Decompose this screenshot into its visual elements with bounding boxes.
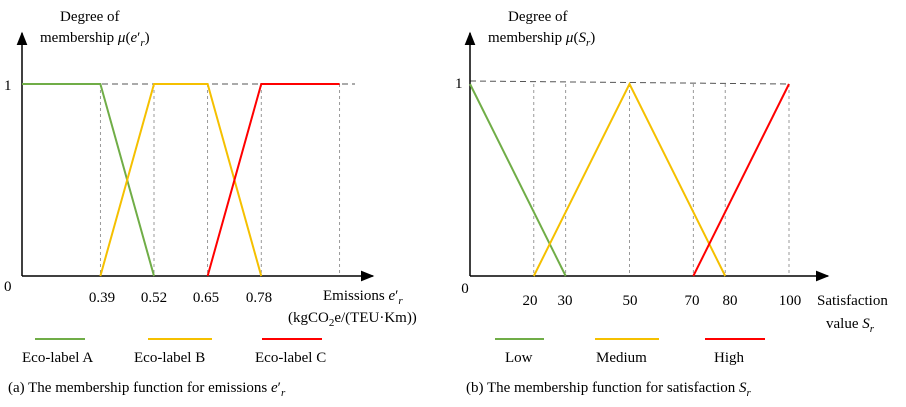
panel-a-guide-lines xyxy=(99,84,341,276)
series-high-line xyxy=(692,83,790,277)
panel-a-ylabel-line1: Degree of xyxy=(60,9,120,25)
legend-label-eco-label-c: Eco-label C xyxy=(255,350,326,366)
legend-label-low: Low xyxy=(505,350,533,366)
panel-b-x-tick: 20 xyxy=(523,293,538,309)
panel-b-ylabel-line1: Degree of xyxy=(508,9,568,25)
series-low-line xyxy=(469,83,567,277)
panel-a-xlabel-line1: Emissions e′r xyxy=(323,288,403,307)
series-eco-label-c-line xyxy=(206,83,340,277)
panel-a-y-tick-1: 1 xyxy=(4,78,12,94)
panel-b-x-tick: 0 xyxy=(461,281,469,297)
panel-a-x-tick: 0.52 xyxy=(141,290,167,306)
panel-a-y-tick-0: 0 xyxy=(4,279,12,295)
panel-b-ylabel-line2: membership μ(Sr) xyxy=(488,30,595,49)
series-eco-label-b-line xyxy=(99,83,263,277)
panel-a-x-tick: 0.78 xyxy=(246,290,272,306)
panel-b-x-tick: 100 xyxy=(779,293,802,309)
panel-b-xlabel-line2: value Sr xyxy=(826,316,875,335)
panel-b-caption: (b) The membership function for satisfac… xyxy=(466,380,751,399)
panel-a-x-tick: 0.65 xyxy=(193,290,219,306)
panel-b-guide-lines xyxy=(533,84,790,276)
panel-b-chart: Degree of membership μ(Sr) 1 0 20 30 50 … xyxy=(455,9,888,399)
series-eco-label-a-line xyxy=(22,83,155,277)
panel-b-x-tick: 70 xyxy=(685,293,700,309)
legend-label-eco-label-a: Eco-label A xyxy=(22,350,93,366)
panel-b-membership-1-dashed-line xyxy=(469,80,790,85)
panel-b-x-tick: 80 xyxy=(723,293,738,309)
panel-a-caption: (a) The membership function for emission… xyxy=(8,380,286,399)
legend-label-medium: Medium xyxy=(596,350,647,366)
panel-b-x-tick: 50 xyxy=(623,293,638,309)
panel-b-y-tick-1: 1 xyxy=(455,76,463,92)
panel-a-x-tick: 0.39 xyxy=(89,290,115,306)
legend-label-high: High xyxy=(714,350,745,366)
series-medium-line xyxy=(532,81,727,277)
panel-a-xlabel-units: (kgCO2e/(TEU·Km)) xyxy=(288,310,417,329)
panel-a-chart: Degree of membership μ(e′r) 1 0 0.39 0.5… xyxy=(4,9,417,399)
panel-b-xlabel-line1: Satisfaction xyxy=(817,293,888,309)
legend-label-eco-label-b: Eco-label B xyxy=(134,350,205,366)
panel-a-ylabel-line2: membership μ(e′r) xyxy=(40,30,150,49)
panel-b-x-tick: 30 xyxy=(558,293,573,309)
